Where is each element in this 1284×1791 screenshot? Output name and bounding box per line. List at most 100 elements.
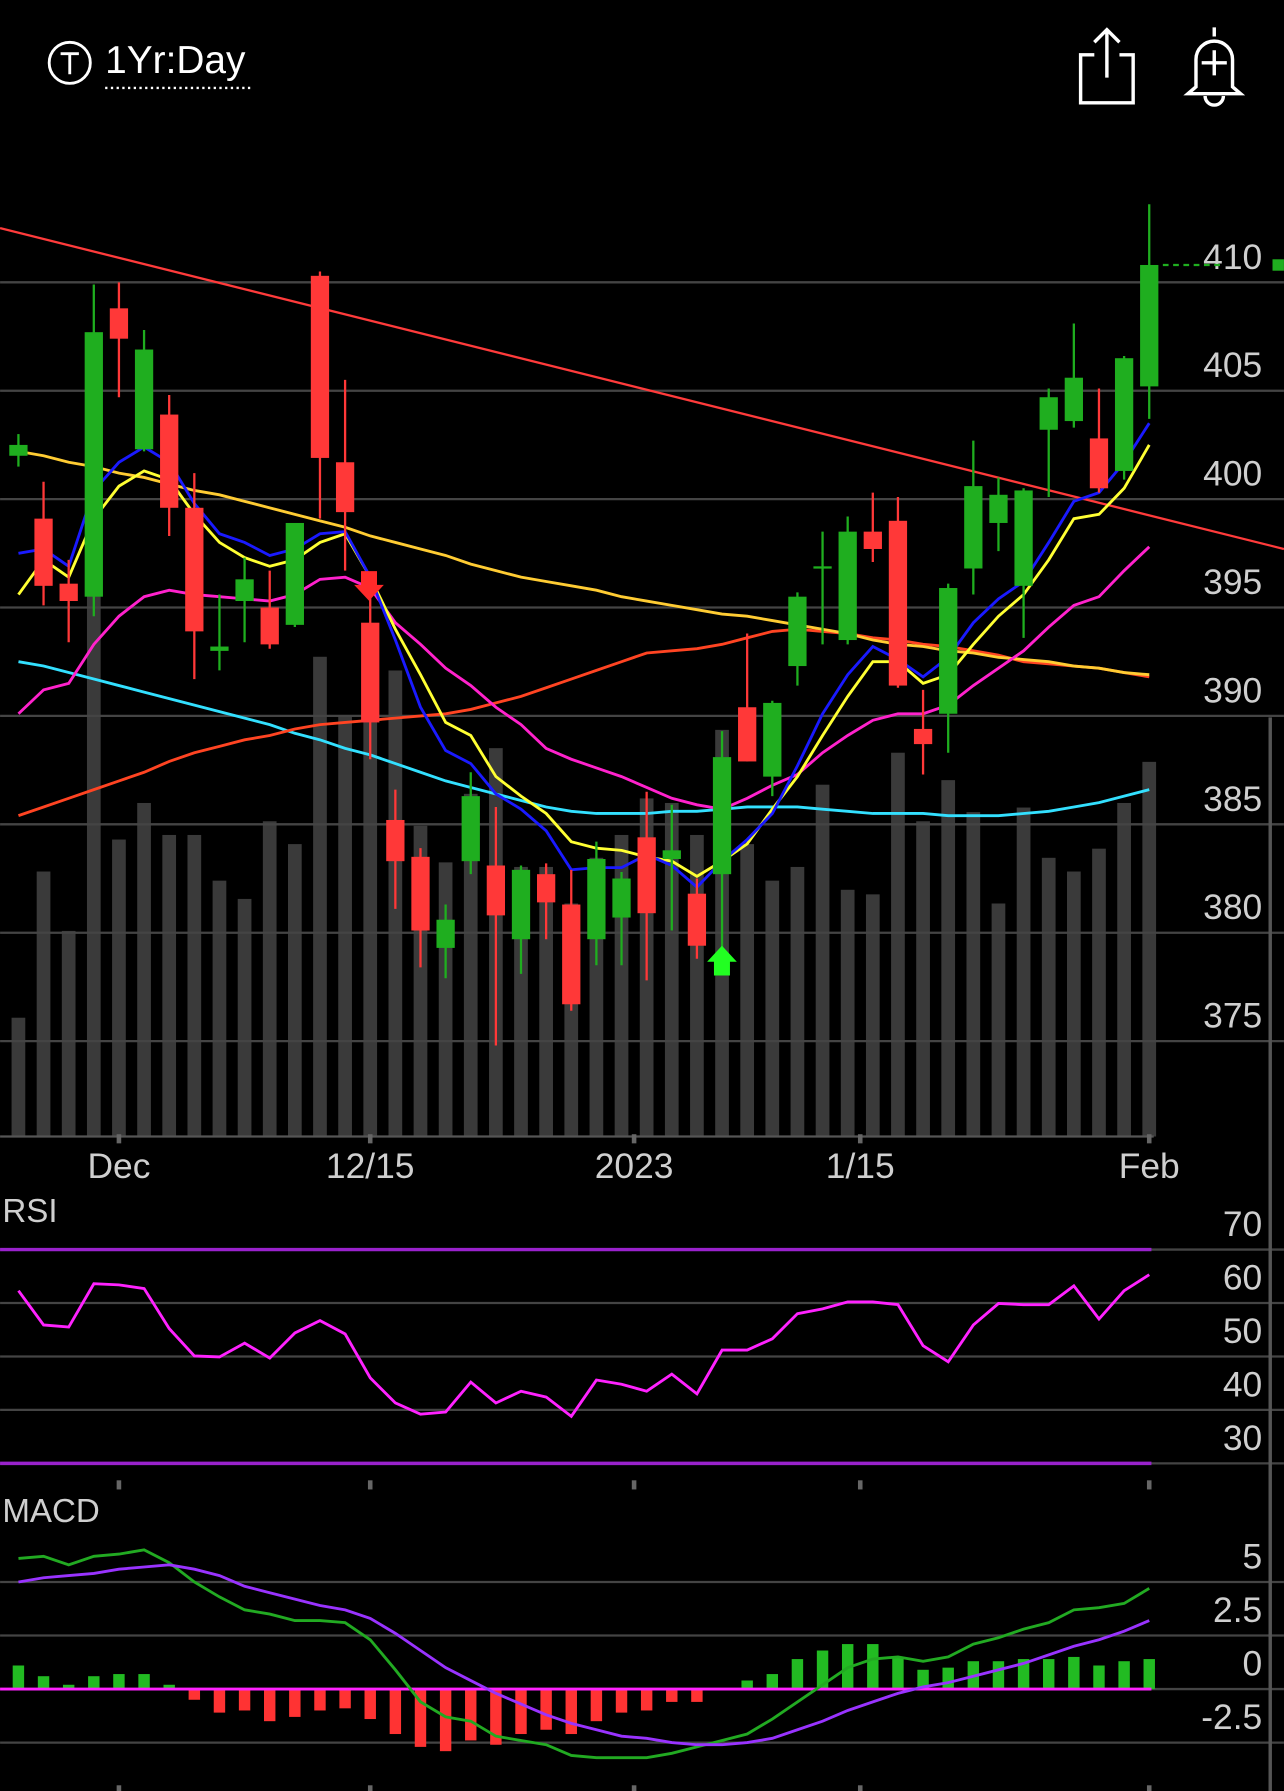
- volume-bar: [1142, 761, 1157, 1137]
- histogram-bar: [1093, 1665, 1105, 1690]
- candle-body: [813, 566, 832, 569]
- rsi-line: [17, 1273, 1151, 1419]
- histogram-bar: [138, 1674, 150, 1690]
- candle-body: [612, 878, 631, 918]
- histogram-bar: [213, 1689, 226, 1713]
- candle-body: [260, 607, 279, 645]
- y-tick-label: 60: [1223, 1258, 1262, 1298]
- volume-bar: [137, 802, 151, 1137]
- y-tick-label: 50: [1223, 1311, 1262, 1351]
- candle-body: [59, 583, 78, 602]
- histogram-bar: [389, 1689, 402, 1735]
- histogram-bar: [640, 1689, 653, 1711]
- moving-average-line: [18, 449, 1150, 677]
- macd-title: MACD: [2, 1493, 100, 1530]
- candle-body: [285, 522, 304, 625]
- candle-body: [536, 874, 556, 903]
- y-tick-label: 2.5: [1213, 1590, 1262, 1630]
- histogram-bar: [992, 1661, 1005, 1690]
- volume-bar: [36, 871, 51, 1137]
- histogram-bar: [565, 1689, 577, 1735]
- candle-body: [185, 507, 204, 632]
- candle-body: [9, 444, 28, 456]
- x-tick-label: 12/15: [326, 1146, 415, 1186]
- y-tick-label: 390: [1203, 670, 1262, 710]
- alert-button[interactable]: [1183, 27, 1246, 107]
- histogram-bar: [590, 1689, 603, 1722]
- volume-bar: [891, 752, 905, 1137]
- histogram-bar: [12, 1665, 25, 1690]
- histogram-bar: [62, 1684, 75, 1690]
- y-tick-label: 400: [1203, 454, 1262, 494]
- candle-body: [788, 596, 807, 667]
- volume-bar: [162, 834, 177, 1137]
- candle-body: [1014, 490, 1033, 586]
- histogram-bar: [163, 1684, 175, 1690]
- histogram-bar: [364, 1689, 376, 1720]
- y-tick-label: 30: [1223, 1418, 1262, 1458]
- candle-body: [1089, 438, 1109, 489]
- candle-body: [1064, 377, 1083, 422]
- volume-bar: [664, 802, 679, 1137]
- histogram-bar: [766, 1674, 779, 1690]
- candle-body: [486, 865, 506, 916]
- candle-body: [210, 646, 229, 651]
- share-button[interactable]: [1078, 27, 1135, 105]
- trend-line: [0, 227, 1284, 551]
- histogram-bar: [490, 1689, 502, 1745]
- y-tick-label: -2.5: [1201, 1697, 1262, 1737]
- volume-bar: [1066, 871, 1081, 1137]
- histogram-bar: [867, 1644, 879, 1690]
- volume-bar: [991, 903, 1006, 1137]
- candle-body: [763, 702, 782, 777]
- volume-bar: [11, 1017, 26, 1137]
- candle-body: [34, 518, 53, 586]
- histogram-bar: [615, 1689, 628, 1713]
- volume-bar: [1092, 848, 1106, 1137]
- histogram-bar: [540, 1689, 552, 1730]
- histogram-bar: [741, 1680, 753, 1690]
- histogram-bar: [414, 1689, 427, 1747]
- candle-body: [587, 859, 606, 940]
- volume-bar: [463, 793, 478, 1137]
- volume-bar: [966, 812, 981, 1137]
- volume-bar: [1041, 857, 1056, 1137]
- macd-line: [18, 1563, 1150, 1747]
- moving-average-line: [18, 660, 1150, 818]
- moving-average-line: [17, 545, 1151, 811]
- histogram-bar: [188, 1689, 201, 1700]
- y-tick-label: 380: [1203, 887, 1262, 927]
- volume-bar: [112, 839, 126, 1137]
- timeframe-button[interactable]: 1Yr:Day: [47, 39, 251, 90]
- candle-body: [109, 308, 129, 339]
- candle-body: [964, 486, 983, 569]
- y-tick-label: 410: [1203, 237, 1262, 277]
- x-tick-label: Feb: [1119, 1146, 1180, 1186]
- y-tick-label: 385: [1203, 779, 1262, 819]
- volume-bar: [338, 716, 352, 1137]
- volume-bar: [941, 780, 956, 1137]
- volume-bar: [212, 880, 227, 1137]
- x-tick-label: 2023: [595, 1146, 674, 1186]
- volume-bar: [840, 889, 855, 1137]
- histogram-bar: [917, 1669, 929, 1690]
- share-icon: [1078, 27, 1135, 105]
- candle-body: [738, 707, 757, 762]
- volume-bar: [313, 656, 327, 1137]
- volume-bar: [438, 862, 453, 1137]
- macd-line: [18, 1548, 1150, 1760]
- volume-bar: [363, 720, 378, 1137]
- volume-bar: [765, 880, 780, 1137]
- rsi-title: RSI: [2, 1193, 57, 1230]
- candle-body: [562, 904, 581, 1005]
- candle-body: [863, 531, 882, 549]
- timeframe-icon: [47, 40, 92, 85]
- y-tick-label: 405: [1203, 345, 1262, 385]
- volume-bar: [61, 930, 76, 1137]
- y-tick-label: 40: [1223, 1364, 1262, 1404]
- histogram-bar: [942, 1667, 954, 1690]
- candle-body: [989, 494, 1008, 523]
